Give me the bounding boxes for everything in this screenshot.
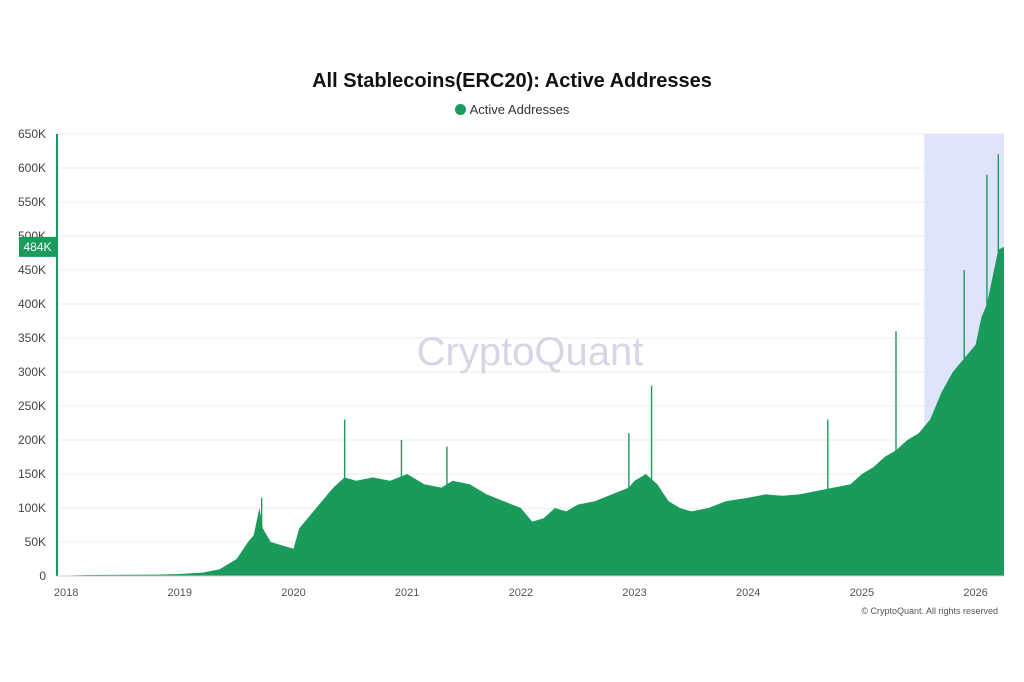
x-tick-label: 2026 xyxy=(963,587,987,599)
series-layer xyxy=(57,154,1004,576)
copyright-notice: © CryptoQuant. All rights reserved xyxy=(861,606,998,616)
y-tick-label: 350K xyxy=(18,331,46,345)
x-tick-label: 2024 xyxy=(736,587,760,599)
y-tick-label: 50K xyxy=(25,535,46,549)
y-tick-label: 400K xyxy=(18,297,46,311)
watermark: CryptoQuant xyxy=(417,330,644,374)
y-tick-label: 150K xyxy=(18,467,46,481)
y-axis: 050K100K150K200K250K300K350K400K450K500K… xyxy=(18,127,58,583)
chart-title: All Stablecoins(ERC20): Active Addresses xyxy=(312,70,712,92)
y-tick-label: 600K xyxy=(18,161,46,175)
x-axis: 2018 2019 2020 2021 2022 2023 2024 2025 2026 xyxy=(54,575,1004,599)
x-tick-label: 2025 xyxy=(850,587,874,599)
x-tick-label: 2021 xyxy=(395,587,419,599)
x-tick-label: 2018 xyxy=(54,587,78,599)
current-value-badge-group: 484K xyxy=(19,236,56,257)
y-tick-label: 0 xyxy=(39,569,46,583)
y-tick-label: 550K xyxy=(18,195,46,209)
legend-marker-icon xyxy=(454,104,466,115)
y-tick-label: 450K xyxy=(18,263,46,277)
y-tick-label: 100K xyxy=(18,501,46,515)
legend-label: Active Addresses xyxy=(469,102,570,117)
current-value-badge xyxy=(19,236,56,257)
x-tick-label: 2019 xyxy=(168,587,192,599)
y-tick-label: 650K xyxy=(18,127,46,141)
x-tick-label: 2020 xyxy=(281,587,305,599)
series-area xyxy=(57,246,1004,576)
y-tick-label: 250K xyxy=(18,399,46,413)
current-value-badge-label: 484K xyxy=(23,240,51,254)
legend[interactable]: Active Addresses xyxy=(0,102,1024,117)
x-tick-label: 2023 xyxy=(622,587,646,599)
y-tick-label: 200K xyxy=(18,433,46,447)
y-tick-label: 300K xyxy=(18,365,46,379)
x-tick-label: 2022 xyxy=(509,587,533,599)
